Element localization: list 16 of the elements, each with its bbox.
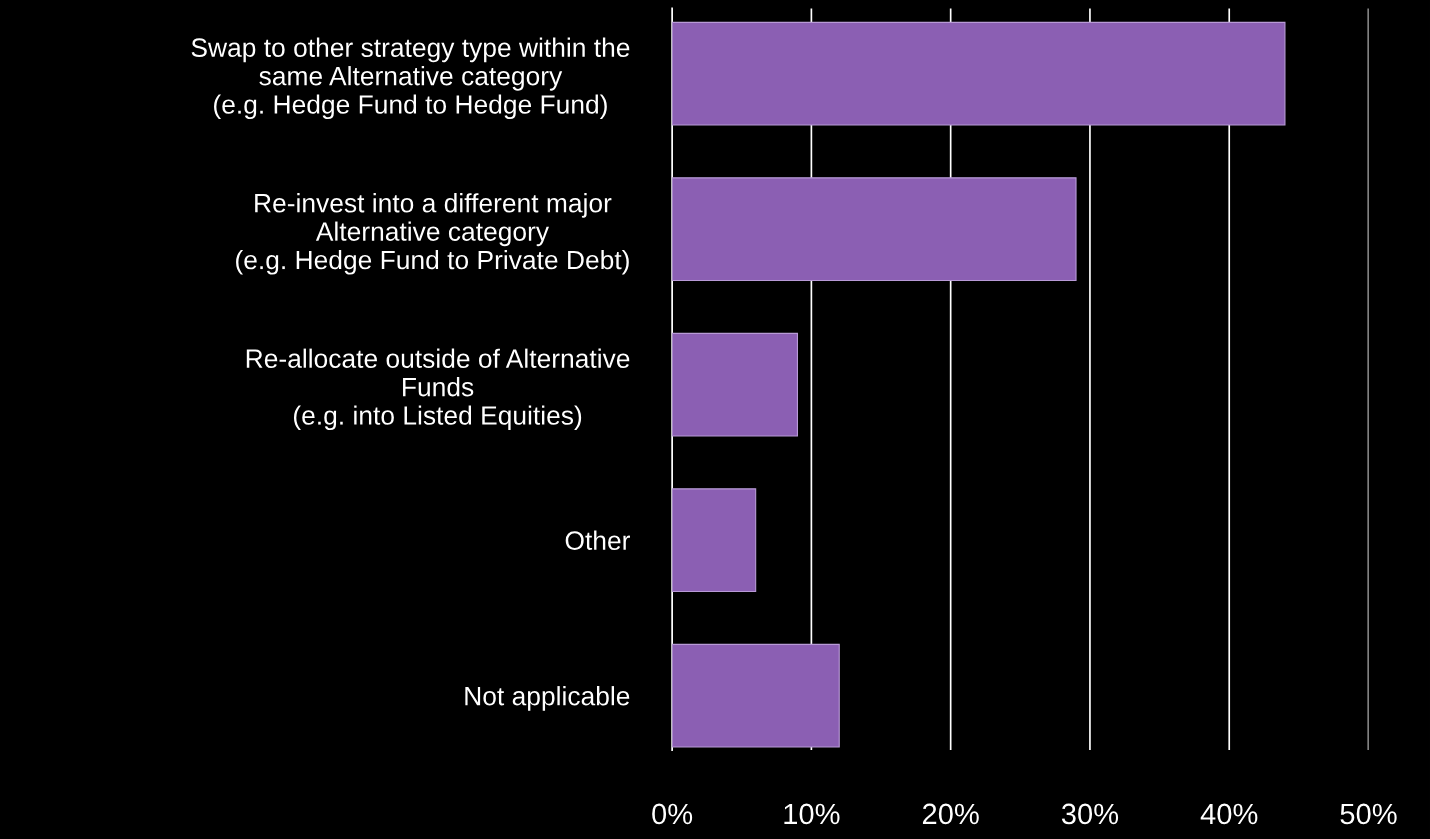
y-tick-label: Re-invest into a different major Alternative category (e.g. Hedge Fund to Private Debt) bbox=[236, 193, 629, 275]
y-tick-label: Re-allocate outside of Alternative Funds (e.g. into Listed Equities) bbox=[246, 348, 630, 431]
x-tick-label: 40% bbox=[1200, 803, 1258, 825]
x-tick-label: 20% bbox=[922, 803, 979, 825]
bar bbox=[672, 643, 840, 748]
bar bbox=[672, 488, 757, 593]
x-tick-label: 30% bbox=[1061, 803, 1119, 825]
y-tick-label: Other bbox=[565, 530, 630, 550]
bar bbox=[672, 21, 1286, 126]
x-tick-label: 0% bbox=[652, 803, 693, 825]
x-tick-label: 10% bbox=[784, 803, 840, 825]
y-tick-label: Swap to other strategy type within the same Alternative category (e.g. Hedge Fund to Hedge Fund) bbox=[191, 37, 630, 120]
bar bbox=[672, 177, 1077, 282]
bar bbox=[672, 332, 799, 437]
y-tick-label: Not applicable bbox=[465, 686, 630, 711]
x-tick-label: 50% bbox=[1340, 803, 1397, 825]
